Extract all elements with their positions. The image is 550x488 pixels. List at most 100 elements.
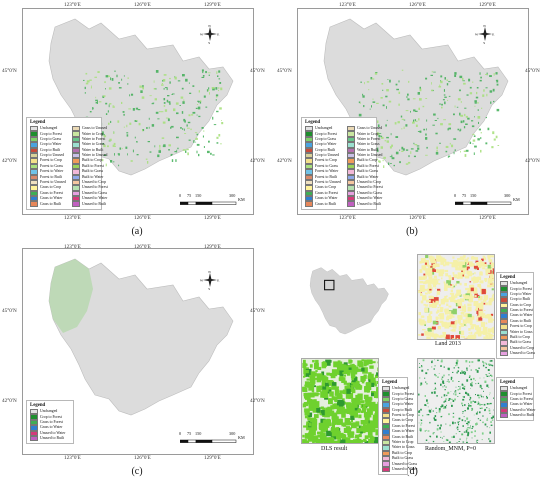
legend-item: Crop to Water [382,402,417,408]
inset-patch [357,437,360,441]
legend-item: Crop to Water [30,142,66,148]
inset-patch [451,277,454,280]
change-patch [496,79,499,83]
inset-patch [458,417,461,420]
inset-patch [488,438,490,440]
change-patch [174,151,177,153]
change-patch [195,141,197,143]
change-patch [398,91,401,94]
change-patch [388,100,392,103]
legend-panel-b: Legend Unchanged Crop to Forest Crop to Gra… [301,117,383,210]
south-letter: S [483,41,485,44]
inset-patch [418,318,422,323]
inset-patch [359,385,363,389]
tick-label-left: 42°0′N [2,158,17,164]
change-patch [111,78,114,81]
inset-patch [445,398,447,400]
change-patch [163,74,167,76]
change-patch [369,108,371,110]
change-patch [362,93,364,96]
change-patch [171,125,174,128]
inset-patch [362,407,367,411]
change-patch [114,70,116,72]
inset-patch [492,335,494,337]
legend-item: Built to Grass [500,340,535,346]
change-patch [209,92,210,95]
inset-patch [470,383,472,386]
inset-patch [431,303,437,308]
legend-label: Built to Grass [510,340,532,345]
inset-patch [467,262,471,265]
inset-patch [374,412,378,421]
inset-patch [320,430,324,433]
inset-patch [440,334,445,338]
inset-patch [467,407,469,410]
inset-patch [464,410,466,412]
inset-patch [466,367,468,370]
inset-patch [481,407,483,409]
inset-patch [456,426,459,429]
inset-patch [464,371,466,374]
change-patch [195,107,198,109]
inset-patch [336,405,339,409]
inset-patch [471,407,473,410]
inset-patch [452,412,455,414]
change-patch [460,114,464,117]
change-patch [183,99,185,102]
legend-swatch [500,402,508,408]
change-patch [103,95,106,97]
change-patch [186,148,189,151]
inset-patch [428,276,433,280]
change-patch [368,89,370,91]
change-patch [423,128,426,131]
legend-label: Built to Water [81,174,104,179]
change-patch [201,127,204,129]
inset-patch [454,263,458,268]
tick-label-bottom: 123°0′E [64,455,81,461]
inset-patch [438,314,441,316]
legend-item: Crop to Forest [30,131,66,137]
inset-patch [492,415,494,419]
inset-patch [436,428,439,431]
legend-label: Built to Grass [356,169,379,174]
inset-patch [434,373,436,376]
inset-patch [482,255,486,258]
legend-swatch [382,429,390,435]
legend-label: Water to Forest [81,136,106,141]
scale-segment [187,439,197,443]
inset-patch [464,371,466,372]
inset-patch [360,376,365,382]
change-patch [403,126,405,129]
legend-label: Unchanged [40,126,58,131]
change-patch [443,119,446,121]
inset-patch [342,434,347,441]
inset-patch [484,280,487,282]
inset-patch [486,403,489,405]
inset-patch [367,390,371,393]
inset-patch [363,374,367,379]
inset-patch [441,404,444,407]
inset-patch [492,293,494,296]
change-patch [203,146,205,148]
inset-patch [452,324,457,329]
inset-patch [432,279,437,285]
inset-patch [473,414,475,416]
change-patch [493,100,495,103]
inset-patch [333,440,339,443]
inset-patch [438,283,441,285]
tick-label-bottom: 129°0′E [204,215,221,221]
change-patch [192,85,195,87]
inset-patch [311,389,315,393]
inset-patch [477,382,480,384]
legend-label: Unused to Built [356,201,382,206]
legend-label: Crop to Grass [40,136,62,141]
legend-item: Unused to Crop [346,179,383,186]
change-patch [145,158,148,160]
inset-patch [360,431,363,434]
legend-swatch [500,345,508,352]
inset-patch [463,431,466,433]
inset-patch [307,432,314,441]
legend-label: Crop to Forest [40,414,62,419]
legend-item: Built to Forest [71,163,108,170]
inset-patch [338,377,342,381]
